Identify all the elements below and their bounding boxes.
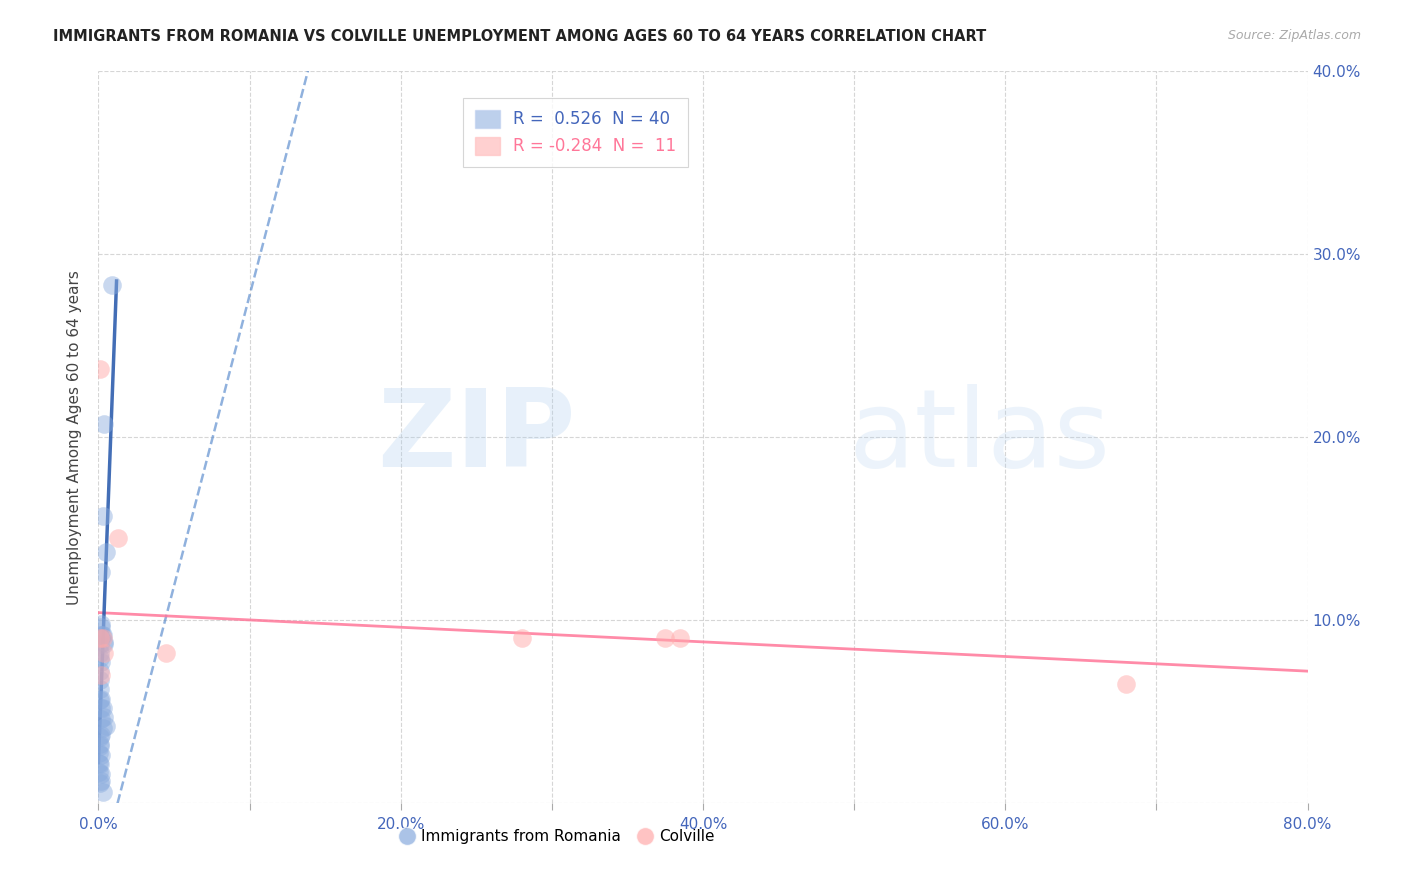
Y-axis label: Unemployment Among Ages 60 to 64 years: Unemployment Among Ages 60 to 64 years [67, 269, 83, 605]
Point [155, 646, 177, 660]
Point [91, 508, 114, 523]
Point [87, 756, 110, 770]
Point [89, 730, 111, 744]
Point [89, 747, 111, 761]
Point [90, 766, 112, 780]
Point [93, 417, 115, 432]
Point [669, 632, 692, 646]
Point [91, 721, 114, 735]
Point [90, 700, 112, 714]
Point [89, 764, 111, 779]
Point [93, 637, 115, 651]
Point [91, 785, 114, 799]
Point [91, 700, 114, 714]
Text: IMMIGRANTS FROM ROMANIA VS COLVILLE UNEMPLOYMENT AMONG AGES 60 TO 64 YEARS CORRE: IMMIGRANTS FROM ROMANIA VS COLVILLE UNEM… [53, 29, 987, 45]
Point [89, 646, 111, 660]
Point [90, 691, 112, 706]
Point [93, 646, 115, 660]
Point [94, 719, 117, 733]
Point [89, 775, 111, 789]
Point [90, 616, 112, 631]
Point [1115, 677, 1137, 691]
Point [89, 362, 111, 376]
Point [93, 710, 115, 724]
Point [101, 278, 124, 293]
Legend: Immigrants from Romania, Colville: Immigrants from Romania, Colville [395, 822, 721, 850]
Text: Source: ZipAtlas.com: Source: ZipAtlas.com [1227, 29, 1361, 43]
Point [89, 739, 111, 753]
Point [90, 667, 112, 681]
Point [91, 627, 114, 641]
Text: ZIP: ZIP [378, 384, 576, 490]
Point [89, 637, 111, 651]
Text: atlas: atlas [848, 384, 1111, 490]
Point [654, 632, 676, 646]
Point [91, 632, 114, 646]
Point [89, 737, 111, 751]
Point [90, 773, 112, 788]
Point [93, 635, 115, 649]
Point [91, 627, 114, 641]
Point [89, 673, 111, 688]
Point [90, 728, 112, 742]
Point [510, 632, 533, 646]
Point [89, 664, 111, 678]
Point [89, 693, 111, 707]
Point [90, 620, 112, 634]
Point [89, 682, 111, 697]
Point [90, 748, 112, 763]
Point [89, 627, 111, 641]
Point [90, 655, 112, 669]
Point [89, 632, 111, 646]
Point [94, 545, 117, 559]
Point [90, 712, 112, 726]
Point [107, 531, 129, 545]
Point [89, 757, 111, 772]
Point [89, 651, 111, 665]
Point [90, 566, 112, 580]
